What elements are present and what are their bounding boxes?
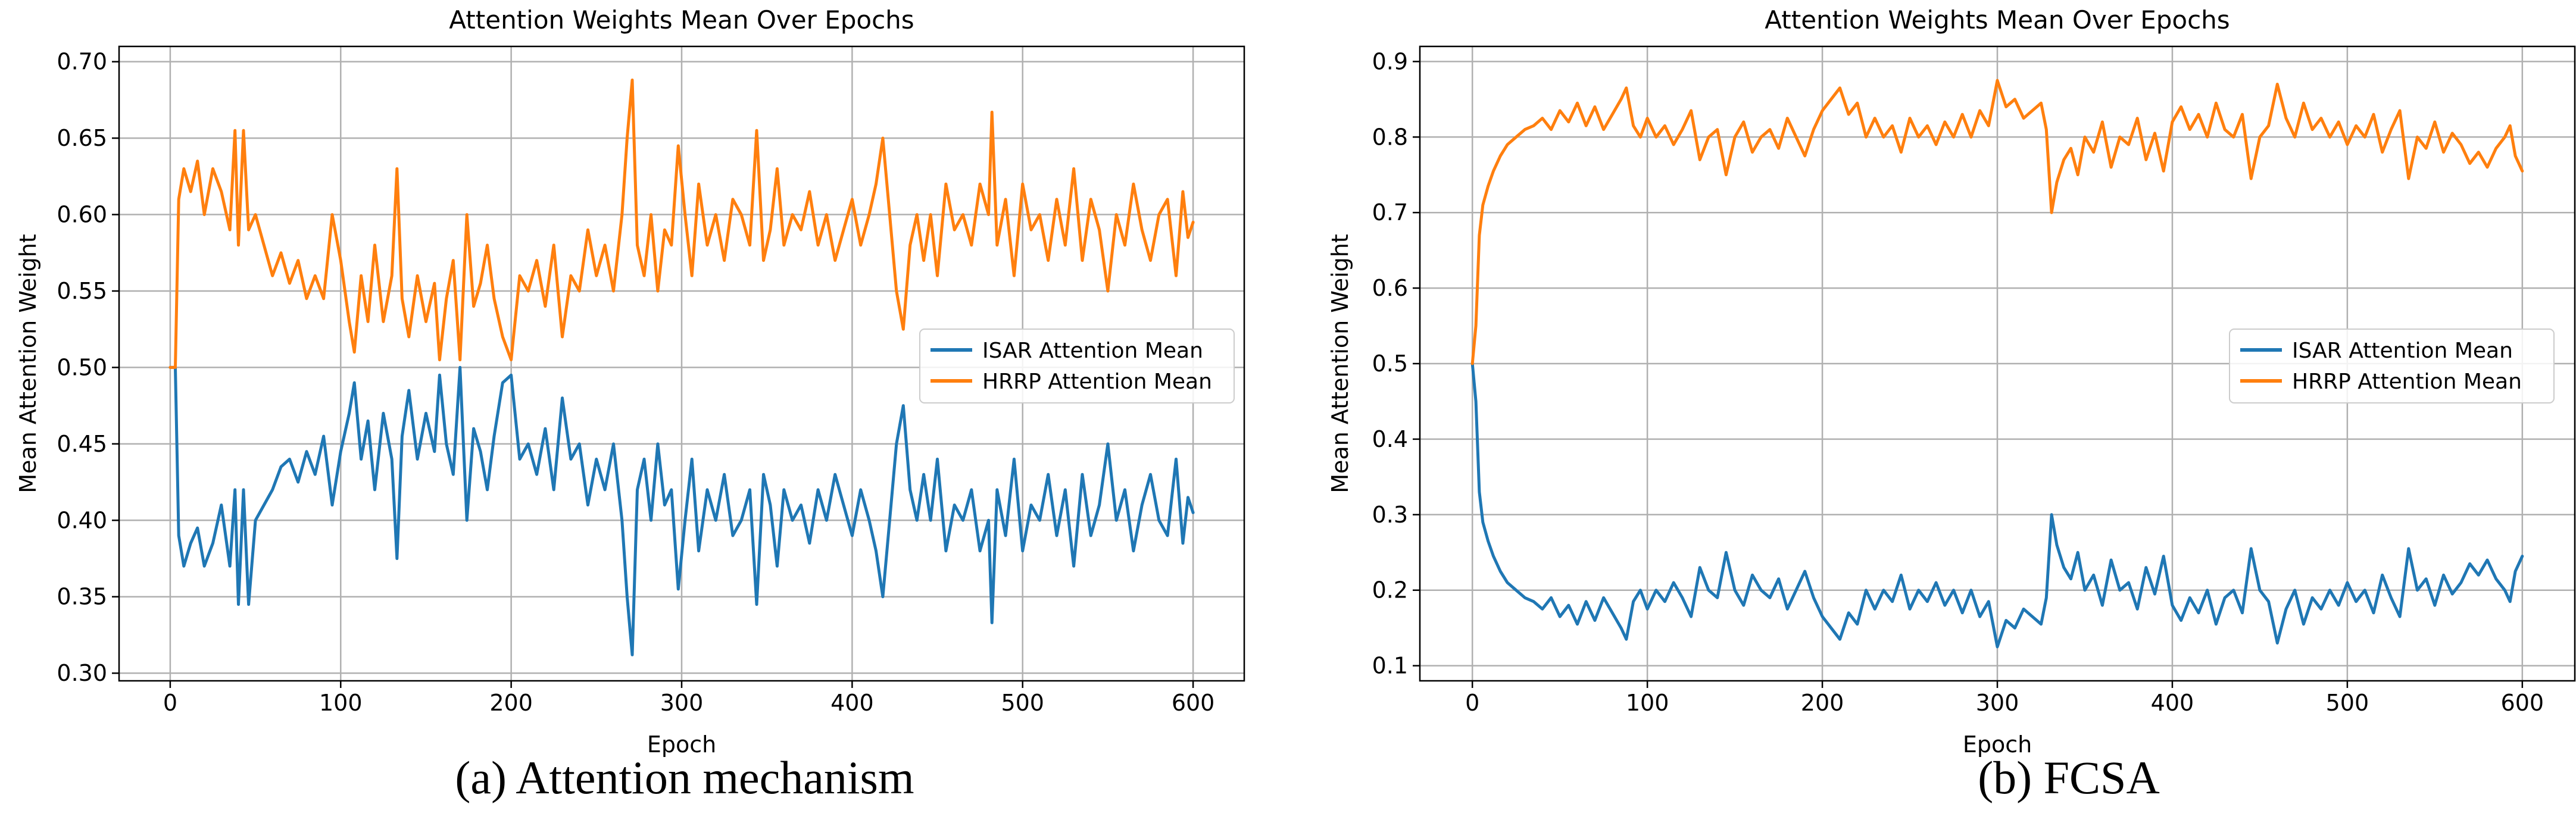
x-axis-label: Epoch — [1963, 731, 2032, 758]
y-tick-label: 0.9 — [1372, 48, 1408, 74]
chart-panel-a: Attention Weights Mean Over Epochs 0 100 2… — [15, 5, 1245, 758]
x-tick-label: 100 — [1626, 690, 1669, 716]
x-tick-label: 0 — [1465, 690, 1479, 716]
x-tick-label: 600 — [2501, 690, 2544, 716]
chart-title: Attention Weights Mean Over Epochs — [1765, 5, 2230, 35]
x-axis-label: Epoch — [647, 731, 716, 758]
legend: ISAR Attention Mean HRRP Attention Mean — [919, 329, 1235, 403]
tick-layer: 0 100 200 300 400 500 600 0.30 0.35 0.40 0.45 0.50 0… — [57, 49, 1214, 716]
caption-b: (b) FCSA — [1978, 752, 2160, 803]
y-axis-label: Mean Attention Weight — [15, 234, 41, 493]
series-layer — [168, 79, 1195, 656]
x-tick-label: 100 — [319, 690, 363, 716]
y-tick-label: 0.65 — [57, 125, 107, 151]
series-line-hrrp — [1470, 79, 2524, 365]
x-tick-label: 500 — [1001, 690, 1044, 716]
y-tick-label: 0.40 — [57, 507, 107, 533]
x-tick-label: 600 — [1172, 690, 1215, 716]
grid — [1420, 46, 2575, 681]
y-tick-label: 0.8 — [1372, 124, 1408, 150]
y-tick-label: 0.4 — [1372, 426, 1408, 452]
legend-label-isar: ISAR Attention Mean — [982, 339, 1203, 363]
series-layer — [1470, 79, 2524, 649]
y-tick-label: 0.3 — [1372, 502, 1408, 528]
x-tick-label: 300 — [660, 690, 704, 716]
x-tick-label: 400 — [830, 690, 874, 716]
y-tick-label: 0.45 — [57, 431, 107, 457]
y-tick-label: 0.5 — [1372, 351, 1408, 377]
y-tick-label: 0.50 — [57, 354, 107, 380]
legend-label-isar: ISAR Attention Mean — [2292, 339, 2513, 363]
legend-label-hrrp: HRRP Attention Mean — [982, 370, 1212, 394]
y-tick-label: 0.2 — [1372, 577, 1408, 603]
y-tick-label: 0.6 — [1372, 275, 1408, 301]
x-tick-label: 500 — [2326, 690, 2369, 716]
legend-label-hrrp: HRRP Attention Mean — [2292, 370, 2522, 394]
y-tick-label: 0.35 — [57, 584, 107, 610]
grid — [119, 46, 1244, 681]
legend-box — [919, 329, 1235, 403]
y-tick-label: 0.60 — [57, 202, 107, 228]
tick-layer: 0 100 200 300 400 500 600 0.1 0.2 0.3 0.4 0.5 0.6 0.7… — [1372, 48, 2544, 716]
y-tick-label: 0.1 — [1372, 653, 1408, 679]
x-tick-label: 300 — [1976, 690, 2019, 716]
chart-title: Attention Weights Mean Over Epochs — [449, 5, 914, 35]
series-line-isar — [1470, 362, 2524, 649]
series-line-hrrp — [168, 79, 1195, 369]
legend: ISAR Attention Mean HRRP Attention Mean — [2229, 329, 2555, 403]
x-tick-label: 200 — [489, 690, 533, 716]
x-tick-label: 200 — [1801, 690, 1844, 716]
y-tick-label: 0.70 — [57, 49, 107, 75]
y-axis-label: Mean Attention Weight — [1327, 234, 1353, 493]
series-line-isar — [168, 365, 1195, 656]
caption-a: (a) Attention mechanism — [455, 752, 914, 803]
y-tick-label: 0.55 — [57, 278, 107, 304]
y-tick-label: 0.30 — [57, 660, 107, 686]
y-tick-label: 0.7 — [1372, 199, 1408, 226]
chart-panel-b: Attention Weights Mean Over Epochs 0 100 2… — [1327, 5, 2576, 758]
x-tick-label: 400 — [2151, 690, 2194, 716]
legend-box — [2229, 329, 2555, 403]
x-tick-label: 0 — [163, 690, 177, 716]
